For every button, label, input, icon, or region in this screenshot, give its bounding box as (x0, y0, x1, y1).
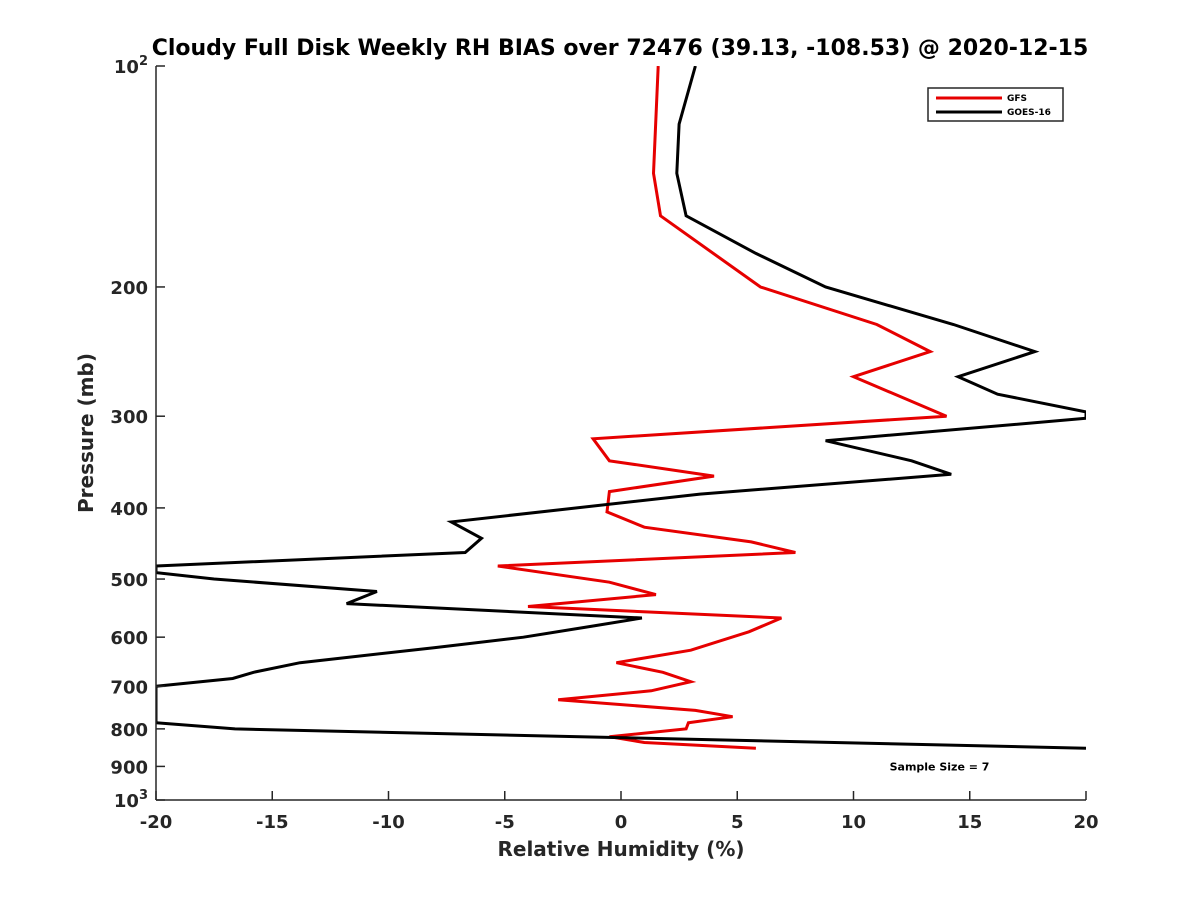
y-tick-label: 700 (110, 677, 148, 698)
y-tick-label: 102 (114, 54, 148, 78)
x-tick-label: 10 (841, 812, 866, 833)
plot-background (156, 66, 1086, 800)
legend-label: GFS (1007, 94, 1027, 104)
x-tick-label: -15 (256, 812, 289, 833)
chart-title: Cloudy Full Disk Weekly RH BIAS over 724… (152, 36, 1089, 61)
y-tick-label: 900 (110, 757, 148, 778)
plot-area (156, 66, 1086, 800)
ticks-layer: -20 -15 -10 -5 0 5 10 15 20 102 200 300 400 500 600 700… (110, 54, 1098, 833)
y-axis-label: Pressure (mb) (74, 353, 98, 513)
x-tick-label: 20 (1073, 812, 1098, 833)
legend-box (927, 87, 1064, 122)
legend-label: GOES-16 (1007, 108, 1051, 118)
x-tick-label: -10 (372, 812, 405, 833)
y-tick-label: 300 (110, 407, 148, 428)
y-tick-label: 800 (110, 720, 148, 741)
x-tick-label: 15 (957, 812, 982, 833)
legend: GFS GOES-16 (927, 87, 1064, 122)
y-tick-label: 600 (110, 628, 148, 649)
series-line-goes-16 (156, 66, 1086, 750)
y-tick-label: 400 (110, 499, 148, 520)
x-tick-label: 5 (731, 812, 744, 833)
series-layer (156, 66, 1086, 750)
x-tick-label: -20 (140, 812, 173, 833)
x-tick-label: 0 (615, 812, 628, 833)
series-line-gfs (497, 66, 948, 750)
annotations-layer: Sample Size = 7 (890, 760, 990, 773)
x-tick-label: -5 (495, 812, 515, 833)
sample-size-annotation: Sample Size = 7 (890, 760, 990, 773)
y-tick-label: 500 (110, 570, 148, 591)
y-tick-label: 103 (114, 788, 148, 812)
x-axis-label: Relative Humidity (%) (497, 837, 744, 861)
y-tick-label: 200 (110, 278, 148, 299)
